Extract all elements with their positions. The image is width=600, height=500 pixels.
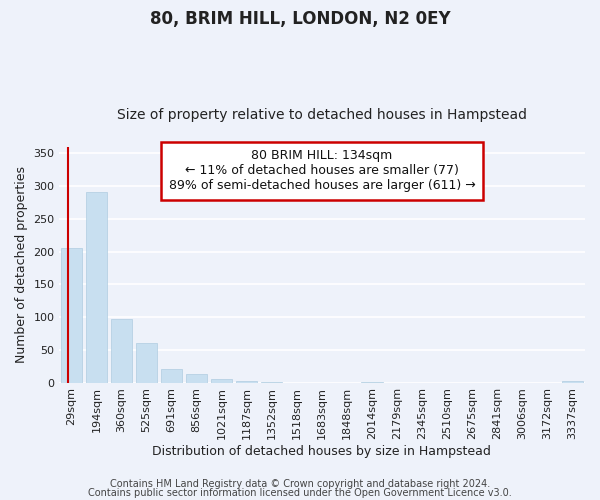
- Bar: [61, 248, 82, 382]
- Bar: [86, 192, 107, 382]
- Bar: [136, 342, 157, 382]
- X-axis label: Distribution of detached houses by size in Hampstead: Distribution of detached houses by size …: [152, 444, 491, 458]
- Text: 80, BRIM HILL, LONDON, N2 0EY: 80, BRIM HILL, LONDON, N2 0EY: [149, 10, 451, 28]
- Text: 80 BRIM HILL: 134sqm
← 11% of detached houses are smaller (77)
89% of semi-detac: 80 BRIM HILL: 134sqm ← 11% of detached h…: [169, 149, 475, 192]
- Bar: [111, 319, 132, 382]
- Bar: [211, 380, 232, 382]
- Text: Contains HM Land Registry data © Crown copyright and database right 2024.: Contains HM Land Registry data © Crown c…: [110, 479, 490, 489]
- Bar: [161, 369, 182, 382]
- Bar: [186, 374, 207, 382]
- Title: Size of property relative to detached houses in Hampstead: Size of property relative to detached ho…: [117, 108, 527, 122]
- Text: Contains public sector information licensed under the Open Government Licence v3: Contains public sector information licen…: [88, 488, 512, 498]
- Y-axis label: Number of detached properties: Number of detached properties: [15, 166, 28, 363]
